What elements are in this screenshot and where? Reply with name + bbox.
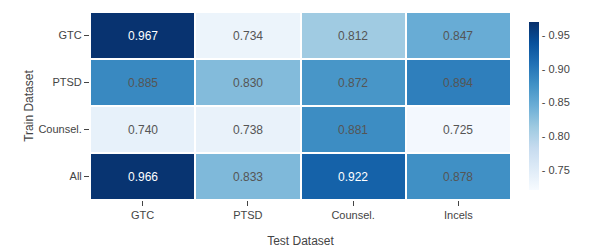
svg-text:Test Dataset: Test Dataset	[267, 234, 334, 248]
svg-text:0.812: 0.812	[338, 29, 368, 43]
svg-text:0.881: 0.881	[338, 123, 368, 137]
svg-text:0.967: 0.967	[128, 29, 158, 43]
svg-text:0.830: 0.830	[233, 76, 263, 90]
svg-text:- 0.85: - 0.85	[542, 96, 570, 108]
svg-text:0.738: 0.738	[233, 123, 263, 137]
svg-text:- 0.95: - 0.95	[542, 29, 570, 41]
svg-text:0.885: 0.885	[128, 76, 158, 90]
svg-text:Incels: Incels	[444, 209, 473, 221]
svg-text:0.725: 0.725	[443, 123, 473, 137]
svg-text:- 0.90: - 0.90	[542, 63, 570, 75]
svg-text:0.894: 0.894	[443, 76, 473, 90]
svg-text:0.833: 0.833	[233, 170, 263, 184]
svg-text:All: All	[70, 170, 82, 182]
svg-text:GTC: GTC	[131, 209, 154, 221]
svg-text:PTSD: PTSD	[52, 76, 81, 88]
svg-text:0.878: 0.878	[443, 170, 473, 184]
svg-text:PTSD: PTSD	[233, 209, 262, 221]
svg-text:Counsel.: Counsel.	[38, 123, 81, 135]
svg-text:- 0.80: - 0.80	[542, 130, 570, 142]
svg-text:0.847: 0.847	[443, 29, 473, 43]
svg-text:0.966: 0.966	[128, 170, 158, 184]
svg-text:0.740: 0.740	[128, 123, 158, 137]
svg-text:0.922: 0.922	[338, 170, 368, 184]
svg-text:GTC: GTC	[59, 29, 82, 41]
svg-text:Counsel.: Counsel.	[331, 209, 374, 221]
svg-text:0.734: 0.734	[233, 29, 263, 43]
svg-text:- 0.75: - 0.75	[542, 164, 570, 176]
svg-text:0.872: 0.872	[338, 76, 368, 90]
svg-text:Train Dataset: Train Dataset	[22, 70, 36, 142]
